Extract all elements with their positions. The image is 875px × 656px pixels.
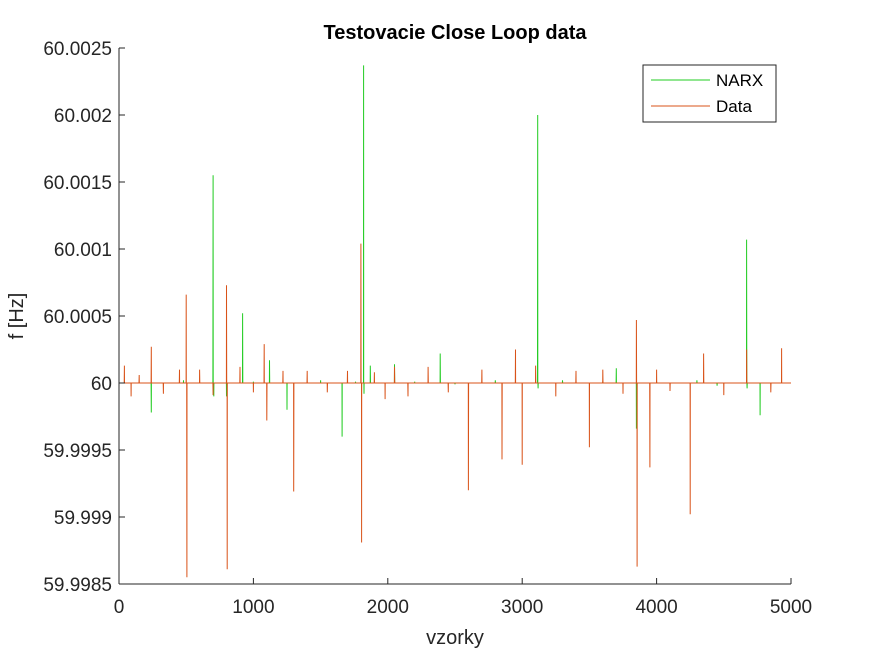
axes-layer: 0 1000 2000 3000 4000 5000 59.9985 59.999 59.999… — [43, 39, 812, 618]
y-tick-label: 59.9985 — [43, 575, 112, 596]
legend-label-data: Data — [716, 97, 752, 116]
y-tick-label: 60.0025 — [43, 39, 112, 60]
y-tick-label: 60.002 — [54, 106, 112, 127]
y-axis-title: f [Hz] — [6, 293, 28, 340]
x-tick-label: 5000 — [770, 597, 812, 618]
y-tick-label: 59.999 — [54, 508, 112, 529]
y-tick-label: 60.0005 — [43, 307, 112, 328]
x-axis-title: vzorky — [426, 627, 484, 649]
y-tick-label: 60.001 — [54, 240, 112, 261]
plot-area — [119, 48, 791, 584]
y-tick-label: 59.9995 — [43, 441, 112, 462]
x-tick-label: 3000 — [501, 597, 543, 618]
x-tick-label: 0 — [114, 597, 125, 618]
legend-label-narx: NARX — [716, 71, 763, 90]
x-tick-label: 1000 — [232, 597, 274, 618]
series-layer — [119, 65, 791, 578]
chart-title: Testovacie Close Loop data — [323, 22, 587, 44]
legend-box — [642, 64, 777, 123]
x-tick-label: 2000 — [367, 597, 409, 618]
x-tick-label: 4000 — [635, 597, 677, 618]
legend: NARX Data — [642, 64, 777, 123]
series-line-data — [119, 243, 791, 578]
y-tick-label: 60.0015 — [43, 173, 112, 194]
y-tick-label: 60 — [91, 374, 112, 395]
